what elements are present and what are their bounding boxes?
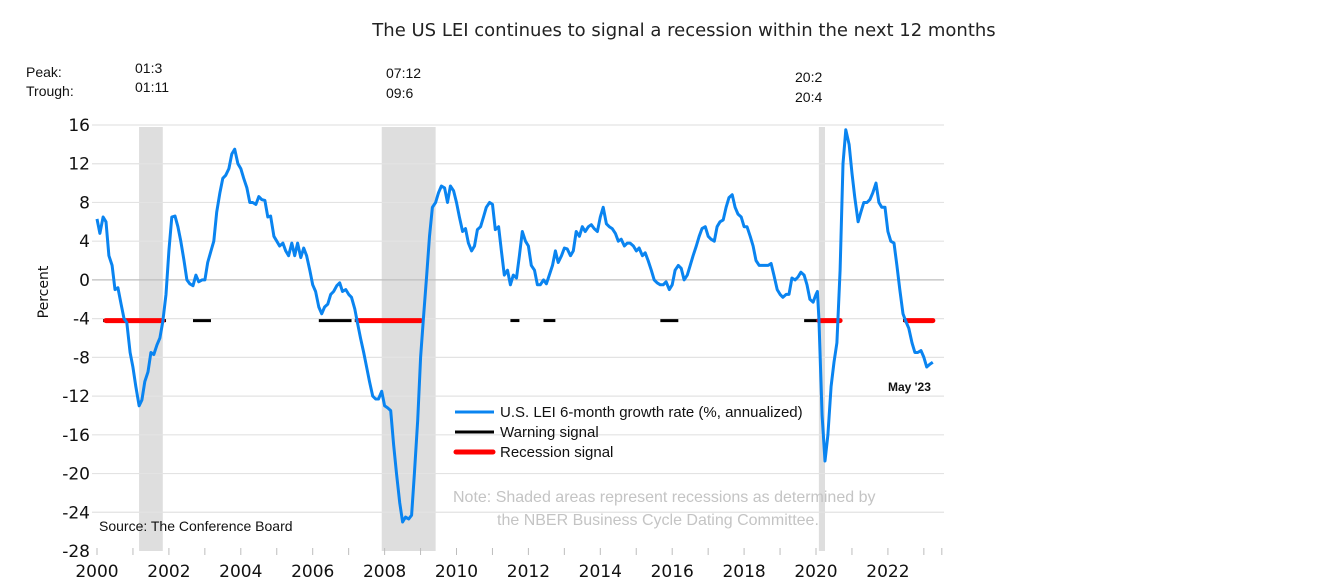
recession-1-trough: 01:11: [135, 79, 169, 95]
legend-label-lei: U.S. LEI 6-month growth rate (%, annuali…: [500, 404, 803, 421]
x-tick-label: 2016: [651, 562, 694, 582]
x-tick-label: 2022: [866, 562, 909, 582]
y-axis: 16 12 8 4 0 -4 -8 -12 -16 -20 -24 -28: [62, 116, 90, 562]
recession-3-trough: 20:4: [795, 89, 822, 105]
source-label: Source: The Conference Board: [99, 518, 293, 534]
recession-2-peak: 07:12: [386, 65, 421, 81]
series-line-lei: [95, 128, 934, 524]
y-tick-label: -16: [62, 426, 90, 446]
gridlines: [92, 124, 944, 513]
x-tick-label: 2020: [794, 562, 837, 582]
x-tick-label: 2006: [291, 562, 334, 582]
recession-2-trough: 09:6: [386, 85, 413, 101]
y-tick-label: -8: [73, 348, 90, 368]
y-tick-label: 16: [68, 116, 90, 136]
legend: U.S. LEI 6-month growth rate (%, annuali…: [453, 404, 803, 461]
x-tick-label: 2000: [75, 562, 118, 582]
y-axis-label: Percent: [36, 265, 52, 318]
x-tick-label: 2012: [507, 562, 550, 582]
y-tick-label: -4: [73, 310, 90, 330]
legend-label-recession: Recession signal: [500, 444, 613, 461]
x-tick-label: 2004: [219, 562, 262, 582]
legend-label-warning: Warning signal: [500, 424, 599, 441]
x-tick-label: 2018: [722, 562, 765, 582]
x-tick-label: 2010: [435, 562, 478, 582]
x-axis: 2000 2002 2004 2006 2008 2010 2012 2014 2016 2018…: [75, 548, 943, 582]
recession-shade-1: [139, 127, 163, 551]
note-line-1: Note: Shaded areas represent recessions …: [453, 489, 875, 506]
x-tick-label: 2014: [579, 562, 622, 582]
x-tick-label: 2008: [363, 562, 406, 582]
recession-1-peak: 01:3: [135, 60, 162, 76]
x-tick-label: 2002: [147, 562, 190, 582]
chart-title: The US LEI continues to signal a recessi…: [371, 20, 995, 41]
recession-shading: [139, 127, 825, 551]
note-line-2: the NBER Business Cycle Dating Committee…: [497, 512, 819, 529]
y-tick-label: -20: [62, 465, 90, 485]
recession-shade-2: [381, 127, 436, 551]
y-tick-label: 4: [79, 232, 90, 252]
recession-3-peak: 20:2: [795, 69, 822, 85]
recession-shade-3: [818, 127, 825, 551]
y-tick-label: 0: [79, 271, 90, 291]
trough-label: Trough:: [26, 83, 74, 99]
y-tick-label: -24: [62, 503, 90, 523]
end-label: May '23: [888, 380, 931, 394]
y-tick-label: -28: [62, 542, 90, 562]
y-tick-label: -12: [62, 387, 90, 407]
y-tick-label: 12: [68, 155, 90, 175]
peak-label: Peak:: [26, 64, 62, 80]
y-tick-label: 8: [79, 193, 90, 213]
